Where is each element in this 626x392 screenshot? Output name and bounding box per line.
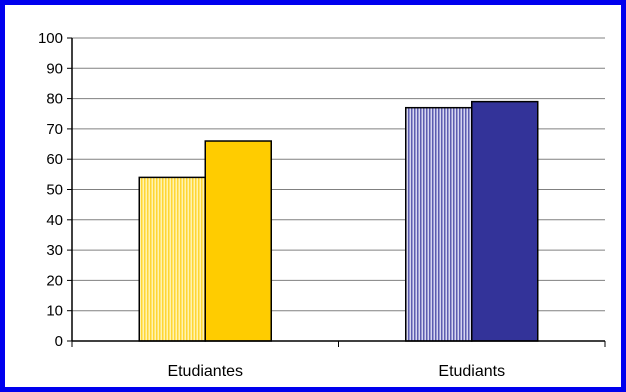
- x-tick-label: Etudiantes: [167, 363, 243, 380]
- y-tick-label: 20: [46, 272, 63, 289]
- y-tick-label: 100: [38, 30, 63, 47]
- bar-1-2: [204, 140, 272, 342]
- x-tick-label: Etudiants: [438, 363, 505, 380]
- y-tick-label: 40: [46, 212, 63, 229]
- y-tick-label: 70: [46, 121, 63, 138]
- bars: [138, 100, 539, 342]
- bar-2-1: [405, 106, 473, 342]
- axes: [67, 37, 606, 347]
- bar-2-2: [471, 100, 539, 342]
- y-tick-label: 0: [55, 333, 63, 350]
- y-tick-label: 30: [46, 242, 63, 259]
- tick-labels: 0 10 20 30 40 50 60 70 80 90 100 Etudiantes Etudiant…: [38, 30, 505, 380]
- y-tick-label: 50: [46, 182, 63, 199]
- y-tick-label: 80: [46, 91, 63, 108]
- y-tick-label: 60: [46, 151, 63, 168]
- y-tick-label: 10: [46, 303, 63, 320]
- y-tick-label: 90: [46, 60, 63, 77]
- bar-1-1: [138, 176, 206, 342]
